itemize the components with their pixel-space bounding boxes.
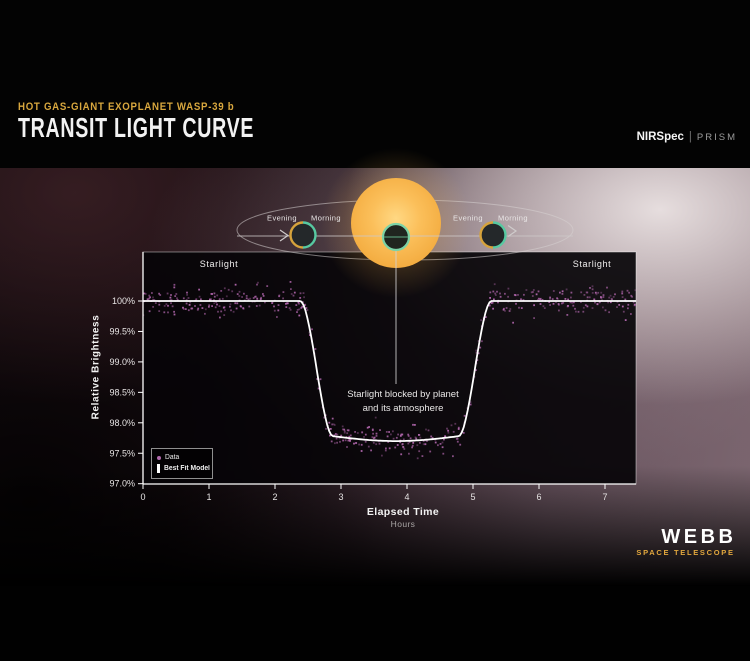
svg-text:0: 0 <box>140 492 145 502</box>
svg-text:4: 4 <box>404 492 409 502</box>
mode-label: PRISM <box>696 132 737 143</box>
evening-label-left: Evening <box>267 213 297 223</box>
morning-label-left: Morning <box>311 213 341 223</box>
blocked-annotation: Starlight blocked by planet and its atmo… <box>347 388 458 415</box>
page-title: TRANSIT LIGHT CURVE <box>18 112 255 143</box>
svg-text:100%: 100% <box>112 296 135 306</box>
webb-logo: WEBB SPACE TELESCOPE <box>636 527 733 558</box>
webb-tagline: SPACE TELESCOPE <box>636 548 735 557</box>
starlight-label-left: Starlight <box>199 259 239 269</box>
x-axis-unit: Hours <box>390 519 416 529</box>
blocked-annotation-line1: Starlight blocked by planet <box>347 389 459 400</box>
svg-text:5: 5 <box>470 492 475 502</box>
legend-row-model: Best Fit Model <box>157 463 210 474</box>
svg-text:3: 3 <box>338 492 343 502</box>
data-point-swatch <box>157 455 161 460</box>
svg-text:99.5%: 99.5% <box>109 326 135 336</box>
svg-text:1: 1 <box>206 492 211 502</box>
legend-data-label: Data <box>165 454 180 461</box>
title-kicker: HOT GAS-GIANT EXOPLANET WASP-39 b <box>18 101 235 113</box>
separator: | <box>688 131 692 143</box>
instrument-badge: NIRSpec | PRISM <box>637 131 737 143</box>
svg-text:97.5%: 97.5% <box>109 448 135 458</box>
svg-text:2: 2 <box>272 492 277 502</box>
x-axis-title: Elapsed Time <box>366 506 440 518</box>
svg-text:99.0%: 99.0% <box>109 357 135 367</box>
top-black-band <box>0 0 750 168</box>
webb-wordmark: WEBB <box>661 526 737 548</box>
bottom-black-band <box>0 586 750 661</box>
legend-row-data: Data <box>157 452 208 463</box>
blocked-annotation-line2: and its atmosphere <box>362 402 444 414</box>
orbit-diagram <box>236 148 574 384</box>
instrument-label: NIRSpec <box>636 131 684 143</box>
model-line-swatch <box>157 464 160 473</box>
svg-text:97.0%: 97.0% <box>109 479 135 489</box>
svg-text:98.0%: 98.0% <box>109 418 135 428</box>
y-axis-title: Relative Brightness <box>90 314 102 420</box>
starlight-label-right: Starlight <box>572 259 612 269</box>
morning-label-right: Morning <box>498 213 528 223</box>
legend-model-label: Best Fit Model <box>163 465 210 472</box>
evening-label-right: Evening <box>453 213 483 223</box>
svg-text:98.5%: 98.5% <box>109 387 135 397</box>
chart-legend: Data Best Fit Model <box>151 448 213 479</box>
svg-text:7: 7 <box>602 492 607 502</box>
svg-text:6: 6 <box>536 492 541 502</box>
